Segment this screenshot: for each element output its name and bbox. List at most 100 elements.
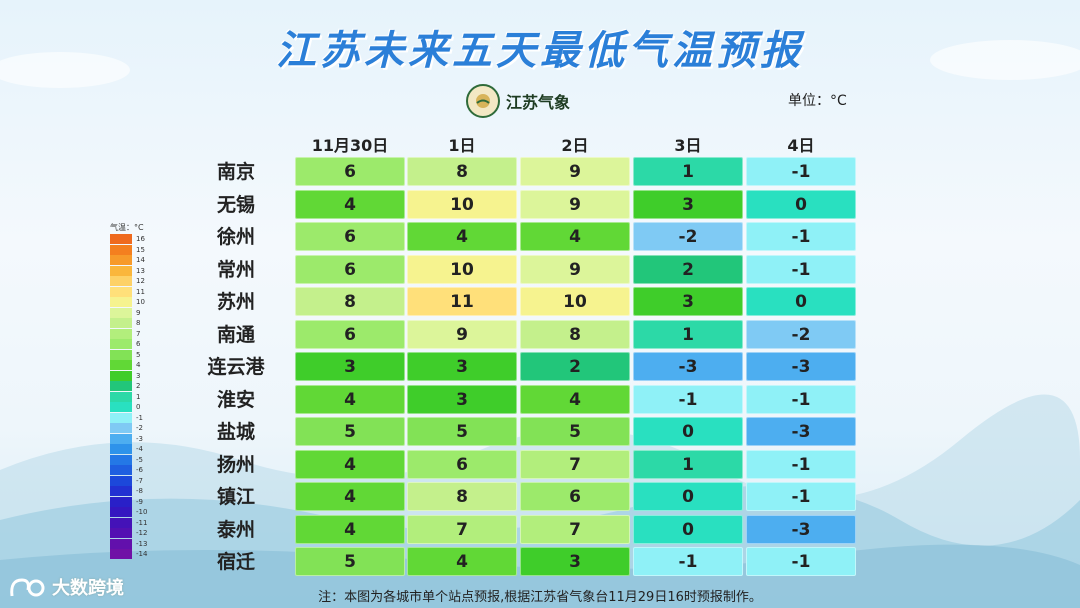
legend-label: -13 xyxy=(136,539,148,548)
legend-label: 2 xyxy=(136,382,141,390)
temperature-cell: 10 xyxy=(407,189,517,219)
legend-label: 11 xyxy=(136,287,145,296)
legend-swatch xyxy=(110,276,132,286)
temperature-cell: 3 xyxy=(295,352,405,381)
legend-label: 1 xyxy=(136,392,141,401)
legend-label: 16 xyxy=(136,235,145,243)
temperature-cell: 3 xyxy=(407,352,517,381)
legend-label: 3 xyxy=(136,371,141,380)
legend-swatch xyxy=(110,286,132,297)
legend-swatch xyxy=(110,423,132,433)
logo-text: 江苏气象 xyxy=(506,93,571,112)
city-label: 无锡 xyxy=(216,193,255,216)
temperature-cell: 3 xyxy=(407,384,517,414)
watermark-text: 大数跨境 xyxy=(52,578,124,599)
city-label: 扬州 xyxy=(216,453,255,476)
watermark-logo-icon xyxy=(10,578,45,597)
temperature-cell: 2 xyxy=(633,254,743,284)
temperature-cell: -1 xyxy=(633,547,743,576)
date-header-4: 4日 xyxy=(787,136,815,155)
temperature-cell: 2 xyxy=(520,352,630,381)
temperature-cell: 1 xyxy=(633,319,743,349)
temperature-cell: 5 xyxy=(295,547,405,576)
legend-label: -7 xyxy=(136,476,143,485)
legend-label: -2 xyxy=(136,424,143,432)
temperature-cell: 4 xyxy=(295,514,405,544)
legend-swatch xyxy=(110,402,132,412)
legend-swatch xyxy=(110,465,132,475)
temperature-cell: 1 xyxy=(633,449,743,479)
legend-swatch xyxy=(110,255,132,265)
temperature-cell: -2 xyxy=(746,319,856,349)
temperature-cell: 9 xyxy=(520,254,630,284)
legend-swatch xyxy=(110,349,132,360)
temperature-cell: 0 xyxy=(633,482,743,511)
legend-swatch xyxy=(110,475,132,486)
legend-label: -6 xyxy=(136,466,143,474)
legend-swatch xyxy=(110,433,132,444)
temperature-cell: 6 xyxy=(520,482,630,511)
temperature-cell: 6 xyxy=(295,157,405,186)
temperature-cell: 8 xyxy=(520,319,630,349)
date-header-0: 11月30日 xyxy=(311,136,389,155)
legend-swatch xyxy=(110,538,132,549)
temperature-cell: 9 xyxy=(520,189,630,219)
legend-swatch xyxy=(110,391,132,402)
legend-swatch xyxy=(110,486,132,496)
legend-swatch xyxy=(110,307,132,318)
temperature-cell: 4 xyxy=(295,482,405,511)
temperature-cell: 8 xyxy=(295,287,405,316)
legend-label: -12 xyxy=(136,529,148,537)
temperature-cell: 6 xyxy=(295,254,405,284)
temperature-cell: -1 xyxy=(746,254,856,284)
city-label: 盐城 xyxy=(216,421,255,443)
legend-label: 14 xyxy=(136,256,145,264)
city-label: 宿迁 xyxy=(216,551,255,573)
legend-label: 8 xyxy=(136,319,141,327)
footnote: 注：本图为各城市单个站点预报,根据江苏省气象台11月29日16时预报制作。 xyxy=(318,590,762,605)
temperature-cell: 9 xyxy=(407,319,517,349)
temperature-cell: 4 xyxy=(407,547,517,576)
legend-swatch xyxy=(110,297,132,307)
temperature-cell: -2 xyxy=(633,222,743,251)
city-label: 连云港 xyxy=(207,356,265,378)
temperature-cell: 6 xyxy=(295,222,405,251)
temperature-cell: -1 xyxy=(746,482,856,511)
temperature-cell: 1 xyxy=(633,157,743,186)
legend-label: -1 xyxy=(136,413,143,422)
legend-label: 6 xyxy=(136,340,141,348)
temperature-cell: -3 xyxy=(746,514,856,544)
legend-label: -5 xyxy=(136,455,143,464)
city-label: 南通 xyxy=(216,323,255,346)
temperature-cell: -1 xyxy=(746,449,856,479)
temperature-cell: 6 xyxy=(407,449,517,479)
legend-label: 15 xyxy=(136,245,145,254)
temperature-cell: 4 xyxy=(295,449,405,479)
temperature-cell: 0 xyxy=(633,417,743,446)
temperature-cell: 7 xyxy=(520,514,630,544)
legend-label: -4 xyxy=(136,445,143,453)
legend-swatch xyxy=(110,265,132,276)
legend-swatch xyxy=(110,328,132,339)
temperature-cell: -1 xyxy=(746,547,856,576)
temperature-cell: -1 xyxy=(746,384,856,414)
legend-swatch xyxy=(110,234,132,244)
city-label: 镇江 xyxy=(216,486,255,508)
legend-swatch xyxy=(110,244,132,255)
temperature-cell: -1 xyxy=(746,157,856,186)
temperature-cell: 9 xyxy=(520,157,630,186)
legend-label: -3 xyxy=(136,434,143,443)
date-header-2: 2日 xyxy=(561,136,589,155)
temperature-cell: 4 xyxy=(295,384,405,414)
date-header-1: 1日 xyxy=(448,136,476,155)
legend-swatch xyxy=(110,381,132,391)
temperature-cell: 7 xyxy=(407,514,517,544)
temperature-cell: 5 xyxy=(520,417,630,446)
legend-title: 气温：°C xyxy=(110,223,144,232)
page-title: 江苏未来五天最低气温预报 xyxy=(276,28,804,74)
temperature-cell: 3 xyxy=(633,287,743,316)
legend-label: 0 xyxy=(136,403,141,411)
temperature-cell: -3 xyxy=(633,352,743,381)
legend-label: 12 xyxy=(136,277,145,285)
temperature-cell: 4 xyxy=(520,384,630,414)
